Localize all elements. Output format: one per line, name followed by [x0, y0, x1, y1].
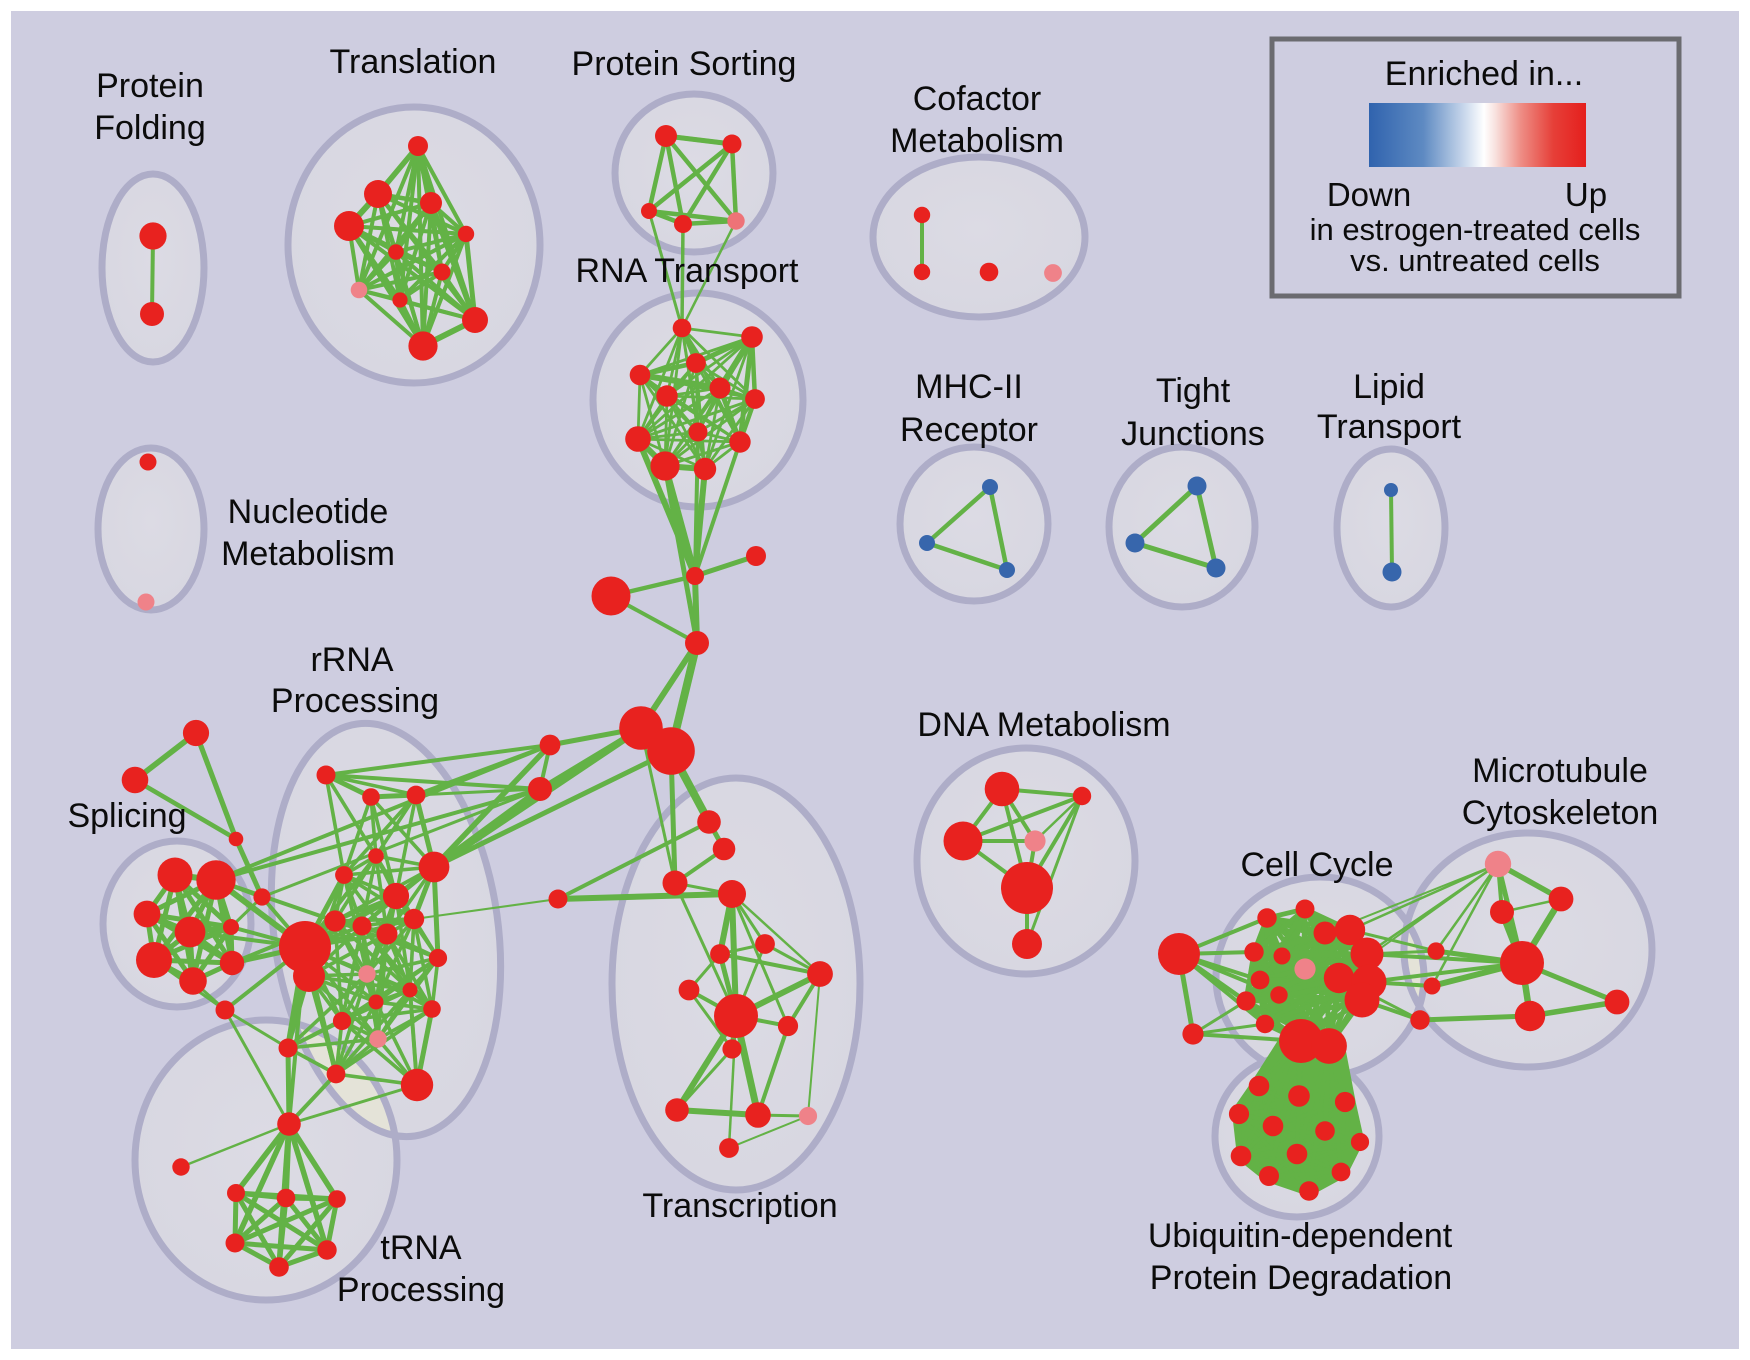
- svg-text:Tight: Tight: [1156, 372, 1231, 410]
- svg-text:MHC-II: MHC-II: [915, 368, 1023, 406]
- svg-text:Ubiquitin-dependent: Ubiquitin-dependent: [1148, 1217, 1453, 1255]
- svg-text:in estrogen-treated cells: in estrogen-treated cells: [1310, 212, 1641, 247]
- svg-text:Microtubule: Microtubule: [1472, 752, 1648, 790]
- svg-text:Nucleotide: Nucleotide: [228, 493, 389, 531]
- svg-text:RNA Transport: RNA Transport: [576, 252, 800, 290]
- svg-text:Down: Down: [1327, 176, 1411, 213]
- svg-text:Translation: Translation: [330, 43, 497, 81]
- svg-text:Lipid: Lipid: [1353, 368, 1425, 406]
- svg-text:Receptor: Receptor: [900, 411, 1038, 449]
- svg-text:Cytoskeleton: Cytoskeleton: [1462, 794, 1659, 832]
- svg-text:Metabolism: Metabolism: [221, 535, 395, 573]
- svg-text:Splicing: Splicing: [67, 797, 186, 835]
- svg-text:Cofactor: Cofactor: [913, 80, 1042, 118]
- svg-text:vs. untreated cells: vs. untreated cells: [1350, 243, 1600, 278]
- svg-text:Junctions: Junctions: [1121, 415, 1265, 453]
- svg-text:Processing: Processing: [337, 1271, 505, 1309]
- svg-text:Folding: Folding: [94, 109, 206, 147]
- svg-text:tRNA: tRNA: [380, 1229, 462, 1267]
- svg-text:DNA Metabolism: DNA Metabolism: [917, 706, 1170, 744]
- svg-text:Transport: Transport: [1317, 408, 1462, 446]
- svg-text:Transcription: Transcription: [642, 1187, 837, 1225]
- svg-text:Processing: Processing: [271, 682, 439, 720]
- svg-text:rRNA: rRNA: [310, 641, 393, 679]
- svg-text:Protein Sorting: Protein Sorting: [572, 45, 797, 83]
- svg-text:Protein: Protein: [96, 67, 204, 105]
- svg-text:Metabolism: Metabolism: [890, 122, 1064, 160]
- svg-text:Cell Cycle: Cell Cycle: [1240, 846, 1393, 884]
- svg-text:Enriched in...: Enriched in...: [1385, 55, 1583, 93]
- svg-text:Protein Degradation: Protein Degradation: [1150, 1259, 1452, 1297]
- svg-text:Up: Up: [1565, 176, 1607, 213]
